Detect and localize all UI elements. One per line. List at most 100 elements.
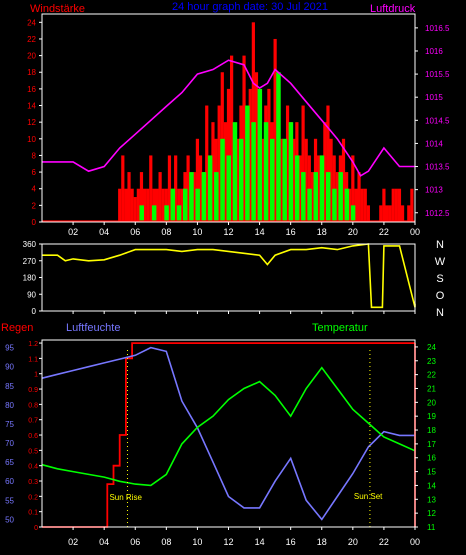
wind-tick-label: 18 [27, 68, 36, 77]
gust-bar [248, 88, 252, 222]
gust-bar [348, 188, 352, 222]
mean-wind-bar [182, 188, 188, 222]
mean-wind-bar [245, 105, 250, 222]
gust-bar [167, 155, 172, 222]
gust-bar [136, 188, 140, 222]
mean-wind-bar [189, 172, 194, 222]
humidity-tick-label: 95 [5, 344, 14, 353]
x-tick-label: 18 [317, 537, 327, 547]
mean-wind-bar [201, 172, 207, 222]
gust-bar [354, 188, 358, 222]
gust-bar [388, 205, 392, 222]
gust-bar [118, 188, 122, 222]
mean-wind-bar [232, 122, 238, 222]
compass-letter: S [436, 273, 443, 285]
gust-bar [211, 122, 215, 222]
gust-bar [174, 155, 178, 222]
rain-tick-label: 0.3 [28, 479, 38, 486]
x-tick-label: 14 [255, 537, 265, 547]
gust-bar [326, 105, 330, 222]
gust-bar [242, 55, 246, 222]
x-tick-label: 06 [130, 227, 140, 237]
mean-wind-bar [350, 205, 356, 222]
gust-bar [285, 105, 290, 222]
mean-wind-bar [301, 172, 306, 222]
sunrise-label: Sun Rise [109, 493, 142, 502]
mean-wind-bar [170, 188, 176, 222]
wind-tick-label: 6 [32, 168, 37, 177]
chart-title: 24 hour graph date: 30 Jul 2021 [172, 1, 328, 13]
rain-tick-label: 0 [34, 525, 38, 532]
gust-bar [149, 155, 153, 222]
mean-wind-bar [226, 155, 231, 222]
rain-tick-label: 0.6 [28, 433, 38, 440]
rain-tick-label: 0.8 [28, 402, 38, 409]
temperature-axis-label: Temperatur [312, 322, 368, 334]
humidity-tick-label: 75 [5, 420, 14, 429]
mean-wind-bar [257, 88, 263, 222]
rain-axis-label: Regen [1, 322, 33, 334]
gust-bar [304, 138, 308, 222]
humidity-axis-label: Luftfeuchte [66, 322, 120, 334]
gust-bar [310, 172, 315, 222]
humidity-line [41, 346, 415, 521]
rain-tick-label: 0.4 [28, 464, 38, 471]
gust-bar [301, 105, 305, 222]
temperature-tick-label: 14 [427, 481, 436, 490]
gust-bar [261, 138, 265, 222]
humidity-tick-label: 70 [5, 439, 14, 448]
x-tick-label: 10 [192, 537, 202, 547]
x-tick-label: 22 [379, 227, 389, 237]
gust-bar [317, 155, 321, 222]
pressure-tick-label: 1014.5 [425, 116, 450, 125]
wind-tick-label: 8 [32, 151, 37, 160]
temperature-tick-label: 12 [427, 509, 436, 518]
gust-bar [236, 138, 240, 222]
gust-bar [341, 138, 346, 222]
wind-axis-label: Windstärke [30, 3, 85, 15]
pressure-axis-label: Luftdruck [370, 3, 416, 15]
gust-bar [391, 188, 395, 222]
mean-wind-bar [238, 138, 244, 222]
x-tick-label: 12 [223, 227, 233, 237]
gust-bar [230, 55, 234, 222]
gust-bar [251, 22, 255, 222]
mean-wind-bar [139, 205, 144, 222]
mean-wind-bar [195, 188, 200, 222]
mean-wind-bar [220, 138, 225, 222]
x-tick-label: 16 [286, 227, 296, 237]
gust-bar [400, 205, 405, 222]
mean-wind-bar [288, 122, 294, 222]
temperature-tick-label: 16 [427, 454, 436, 463]
gust-bar [351, 155, 355, 222]
x-tick-label: 02 [68, 537, 78, 547]
pressure-tick-label: 1015.5 [425, 70, 450, 79]
wind-tick-label: 2 [32, 201, 37, 210]
rain-tick-label: 0.1 [28, 510, 38, 517]
mean-wind-bar [325, 172, 331, 222]
gust-bar [146, 188, 150, 222]
wind-tick-label: 10 [27, 135, 36, 144]
gust-bar [366, 205, 370, 222]
wind-tick-label: 0 [32, 218, 37, 227]
x-tick-label: 02 [68, 227, 78, 237]
humidity-tick-label: 50 [5, 515, 14, 524]
x-tick-label: 10 [192, 227, 202, 237]
x-tick-label: 20 [348, 227, 358, 237]
direction-tick-label: 180 [23, 274, 37, 283]
compass-letter: W [435, 256, 446, 268]
wind-pressure-panel: 0246810121416182022241012.510131013.5101… [27, 13, 450, 237]
rain-tick-label: 0.9 [28, 387, 38, 394]
gust-bar [192, 172, 196, 222]
direction-line [42, 243, 416, 309]
pressure-tick-label: 1014 [425, 139, 443, 148]
temperature-tick-label: 24 [427, 343, 436, 352]
gust-bar [205, 105, 209, 222]
mean-wind-bar [276, 72, 281, 223]
gust-bar [161, 188, 165, 222]
mean-wind-bar [270, 138, 275, 222]
gust-bar [279, 138, 283, 222]
rain-tick-label: 1 [34, 372, 38, 379]
